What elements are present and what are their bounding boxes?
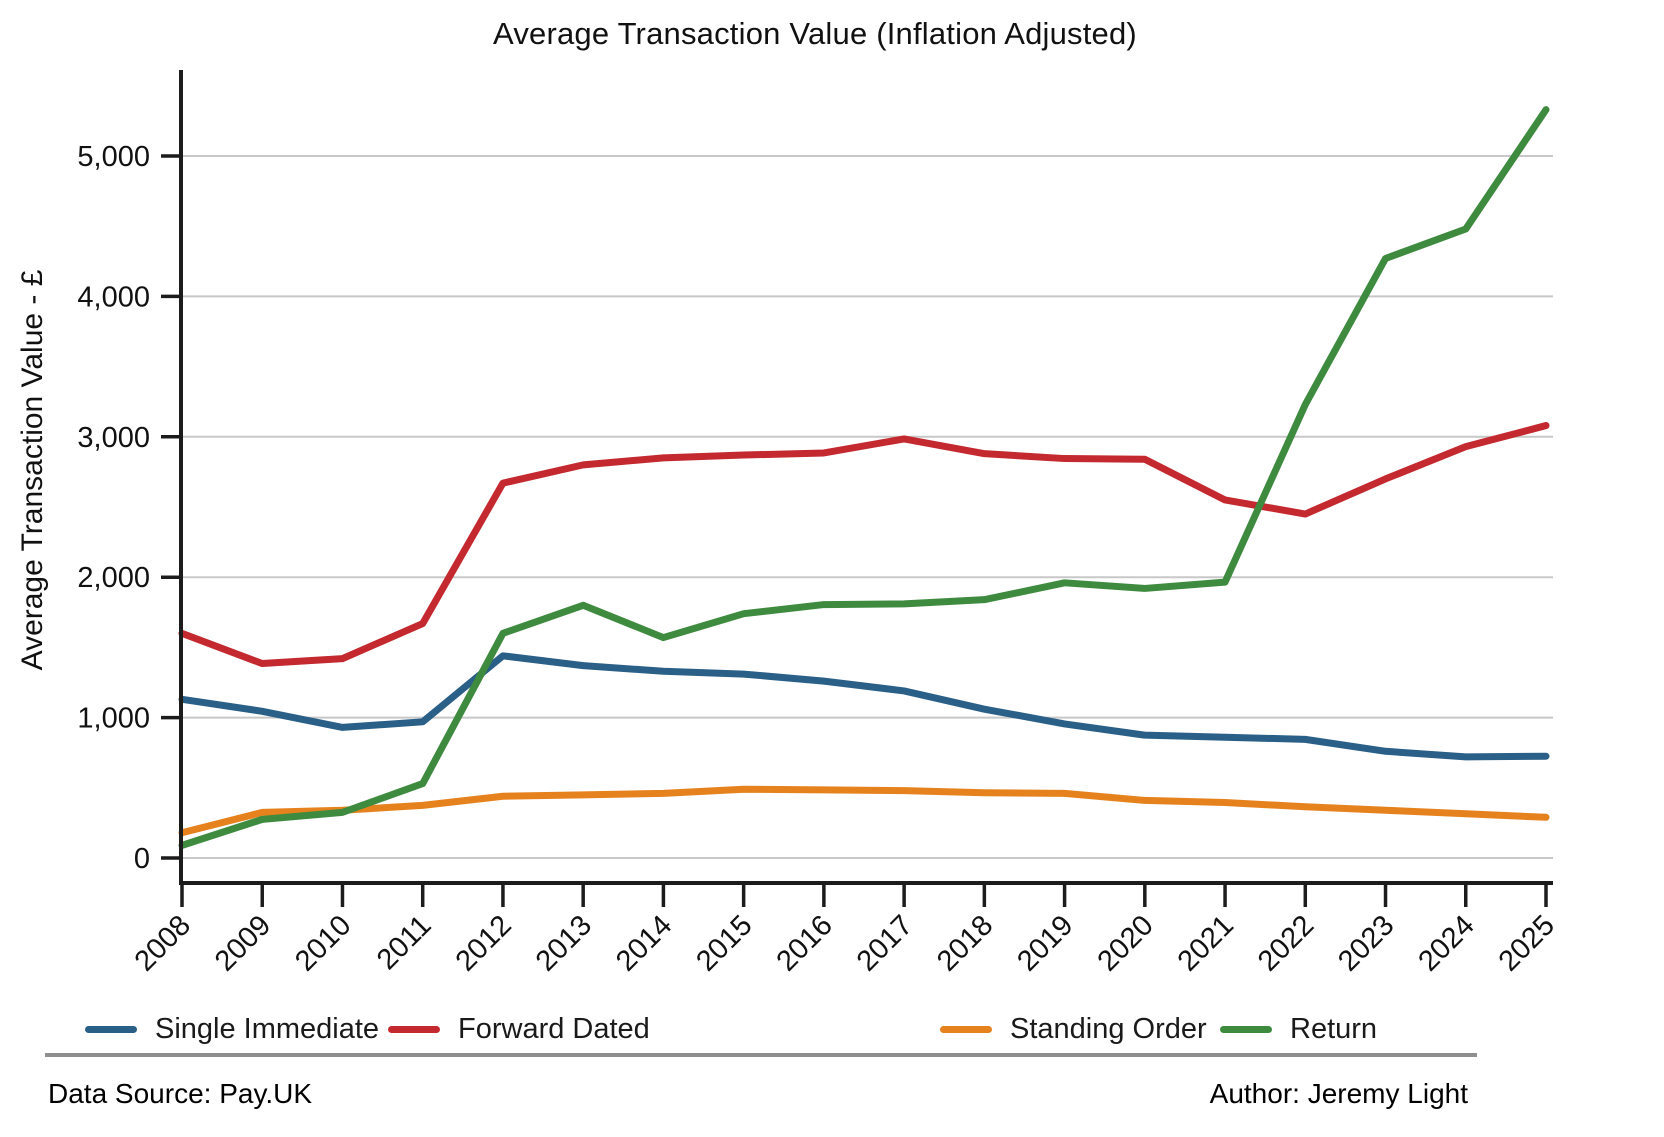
series-line-single-immediate <box>178 652 1550 761</box>
data-source-note: Data Source: Pay.UK <box>48 1078 313 1109</box>
x-tick-label-2020: 2020 <box>1092 909 1160 977</box>
x-tick-label-2023: 2023 <box>1332 909 1400 977</box>
legend-item-standing-order: Standing Order <box>940 1012 1207 1046</box>
x-tick-label-2010: 2010 <box>289 909 357 977</box>
x-tick-label-2014: 2014 <box>610 909 678 977</box>
y-tick-label-0: 0 <box>134 843 150 875</box>
legend-swatch-standing-order <box>940 1025 992 1033</box>
series-line-return <box>178 106 1550 849</box>
footer-divider <box>45 1053 1477 1057</box>
legend-item-forward-dated: Forward Dated <box>388 1012 650 1046</box>
x-tick-label-2022: 2022 <box>1252 909 1320 977</box>
y-tick-label-4,000: 4,000 <box>77 281 150 313</box>
x-tick-label-2009: 2009 <box>209 909 277 977</box>
series-line-standing-order <box>178 785 1550 837</box>
x-tick-label-2025: 2025 <box>1493 909 1561 977</box>
x-tick-label-2013: 2013 <box>530 909 598 977</box>
legend-item-single-immediate: Single Immediate <box>85 1012 379 1046</box>
x-tick-label-2024: 2024 <box>1412 909 1480 977</box>
x-tick-label-2018: 2018 <box>931 909 999 977</box>
y-axis-title: Average Transaction Value - £ <box>16 269 49 670</box>
y-tick-label-2,000: 2,000 <box>77 562 150 594</box>
legend-label: Standing Order <box>1010 1012 1207 1045</box>
x-tick-label-2019: 2019 <box>1011 909 1079 977</box>
x-tick-label-2021: 2021 <box>1172 909 1240 977</box>
y-tick-label-5,000: 5,000 <box>77 141 150 173</box>
author-note: Author: Jeremy Light <box>1209 1078 1468 1109</box>
legend-item-return: Return <box>1220 1012 1377 1046</box>
x-tick-label-2011: 2011 <box>371 909 438 976</box>
legend-label: Single Immediate <box>155 1012 380 1045</box>
x-tick-label-2012: 2012 <box>450 909 518 977</box>
legend-label: Return <box>1290 1012 1378 1045</box>
legend-swatch-single-immediate <box>85 1025 137 1033</box>
x-tick-label-2017: 2017 <box>851 909 919 977</box>
legend-label: Forward Dated <box>458 1012 650 1045</box>
series-line-forward-dated <box>178 422 1550 668</box>
chart-title: Average Transaction Value (Inflation Adj… <box>493 16 1137 51</box>
y-tick-label-1,000: 1,000 <box>77 703 150 735</box>
x-tick-label-2016: 2016 <box>771 909 839 977</box>
x-tick-label-2015: 2015 <box>690 909 758 977</box>
y-tick-label-3,000: 3,000 <box>77 422 150 454</box>
legend-swatch-return <box>1220 1025 1272 1033</box>
x-tick-label-2008: 2008 <box>129 909 197 977</box>
legend-swatch-forward-dated <box>388 1025 440 1033</box>
